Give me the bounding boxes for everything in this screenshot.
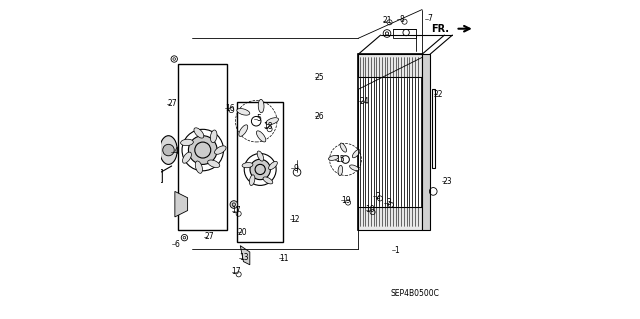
Text: 20: 20 [238,228,248,237]
Text: 7: 7 [428,14,433,23]
Ellipse shape [237,108,250,115]
Bar [358,54,422,77]
Polygon shape [175,191,188,217]
Text: 12: 12 [291,215,300,224]
Text: 17: 17 [232,206,241,215]
Ellipse shape [349,165,359,171]
Text: 10: 10 [365,205,375,214]
Text: 25: 25 [314,73,324,82]
Text: 18: 18 [264,122,273,131]
Ellipse shape [353,150,360,158]
Text: SEP4B0500C: SEP4B0500C [390,289,439,298]
Bar [358,54,422,230]
Ellipse shape [340,143,346,152]
Ellipse shape [257,131,266,142]
Bar [358,207,422,230]
Ellipse shape [214,146,226,154]
Ellipse shape [266,118,278,125]
Text: 13: 13 [239,253,249,262]
Circle shape [230,201,237,208]
Text: 17: 17 [232,267,241,276]
Ellipse shape [207,160,220,167]
Text: 4: 4 [173,147,179,156]
Ellipse shape [250,175,255,186]
Text: 6: 6 [175,240,180,249]
Bar [154,169,162,182]
Text: 26: 26 [314,112,324,121]
Text: 23: 23 [442,177,452,186]
Text: 9: 9 [294,164,298,173]
Ellipse shape [338,165,342,175]
Ellipse shape [263,177,273,184]
Ellipse shape [211,130,217,143]
Text: FR.: FR. [431,24,449,34]
Text: 8: 8 [399,15,404,24]
Ellipse shape [194,128,204,138]
Text: 19: 19 [341,196,351,205]
Circle shape [163,144,174,156]
Text: 21: 21 [383,16,392,25]
Text: 11: 11 [280,254,289,263]
Text: 24: 24 [359,97,369,106]
Polygon shape [240,246,250,265]
Ellipse shape [257,151,264,161]
Text: 1: 1 [394,246,399,255]
Text: 2: 2 [376,192,380,201]
Ellipse shape [239,125,248,137]
Text: 5: 5 [256,114,261,123]
Bar [178,64,227,230]
Text: 3: 3 [386,198,391,207]
Ellipse shape [242,162,253,168]
Bar [431,89,435,168]
Circle shape [250,159,270,180]
Ellipse shape [259,99,264,113]
Ellipse shape [182,152,191,163]
Text: 27: 27 [167,99,177,108]
Text: 22: 22 [434,90,444,99]
Bar [237,102,284,242]
Ellipse shape [195,161,202,173]
Bar [422,54,430,230]
Text: 27: 27 [204,232,214,241]
Ellipse shape [160,136,177,164]
Bar [394,29,416,38]
Circle shape [188,136,217,164]
Text: 16: 16 [225,104,235,113]
Ellipse shape [180,139,193,146]
Ellipse shape [269,161,277,170]
Ellipse shape [328,155,339,160]
Text: 15: 15 [335,155,344,164]
